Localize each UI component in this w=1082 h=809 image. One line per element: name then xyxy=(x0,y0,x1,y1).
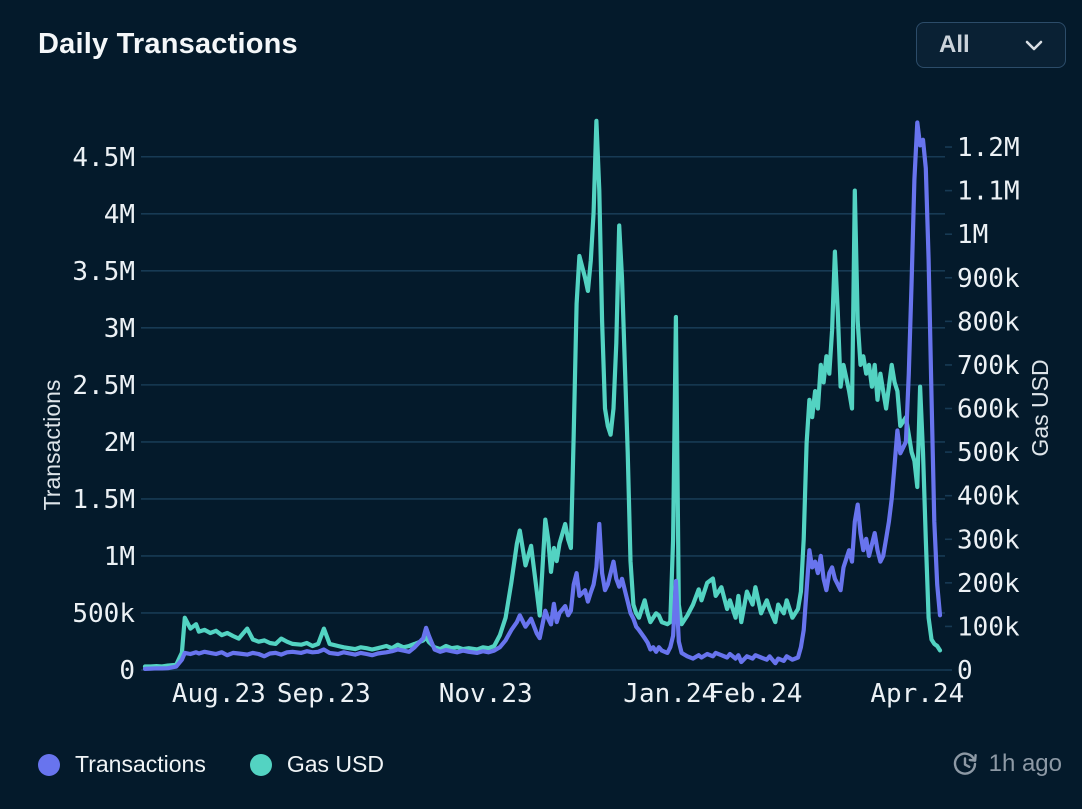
page-title: Daily Transactions xyxy=(38,28,298,60)
svg-text:Jan.24: Jan.24 xyxy=(623,679,717,709)
svg-text:1M: 1M xyxy=(957,220,988,250)
svg-text:Sep.23: Sep.23 xyxy=(277,679,371,709)
gas-usd-legend-dot-icon xyxy=(249,753,272,776)
svg-text:900k: 900k xyxy=(957,264,1020,294)
svg-text:300k: 300k xyxy=(957,525,1020,555)
time-range-value: All xyxy=(939,31,970,58)
svg-text:Feb.24: Feb.24 xyxy=(708,679,802,709)
legend-item-gas-usd[interactable]: Gas USD xyxy=(249,751,384,778)
svg-text:1.2M: 1.2M xyxy=(957,133,1020,163)
svg-text:3.5M: 3.5M xyxy=(72,257,135,287)
legend-label: Transactions xyxy=(75,751,206,777)
legend-label: Gas USD xyxy=(286,751,384,777)
svg-text:0: 0 xyxy=(119,656,135,686)
svg-text:500k: 500k xyxy=(957,438,1020,468)
svg-text:Nov.23: Nov.23 xyxy=(439,679,533,709)
svg-text:4M: 4M xyxy=(104,200,135,230)
transactions-legend-dot-icon xyxy=(38,753,60,776)
svg-text:3M: 3M xyxy=(104,314,135,344)
refresh-clock-icon[interactable] xyxy=(951,750,979,778)
last-updated: 1h ago xyxy=(951,750,1062,778)
last-updated-label: 1h ago xyxy=(988,750,1062,777)
svg-text:0: 0 xyxy=(957,656,973,686)
svg-text:2M: 2M xyxy=(104,428,135,458)
svg-text:1.5M: 1.5M xyxy=(72,485,135,515)
svg-text:100k: 100k xyxy=(957,612,1020,642)
svg-text:1M: 1M xyxy=(104,542,135,572)
svg-text:800k: 800k xyxy=(957,307,1020,337)
svg-text:4.5M: 4.5M xyxy=(72,143,135,173)
svg-text:500k: 500k xyxy=(72,599,135,629)
svg-text:2.5M: 2.5M xyxy=(72,371,135,401)
svg-text:400k: 400k xyxy=(957,482,1020,512)
time-range-dropdown[interactable]: All xyxy=(916,22,1066,68)
svg-text:Gas USD: Gas USD xyxy=(1027,359,1053,456)
svg-text:200k: 200k xyxy=(957,569,1020,599)
svg-text:Apr.24: Apr.24 xyxy=(870,679,964,709)
svg-text:700k: 700k xyxy=(957,351,1020,381)
svg-text:Transactions: Transactions xyxy=(39,380,65,511)
svg-text:Aug.23: Aug.23 xyxy=(172,679,266,709)
legend-item-transactions[interactable]: Transactions xyxy=(38,751,206,778)
svg-text:600k: 600k xyxy=(957,395,1020,425)
chevron-down-icon xyxy=(1021,32,1047,58)
chart-legend: Transactions Gas USD xyxy=(38,751,384,778)
svg-text:1.1M: 1.1M xyxy=(957,177,1020,207)
